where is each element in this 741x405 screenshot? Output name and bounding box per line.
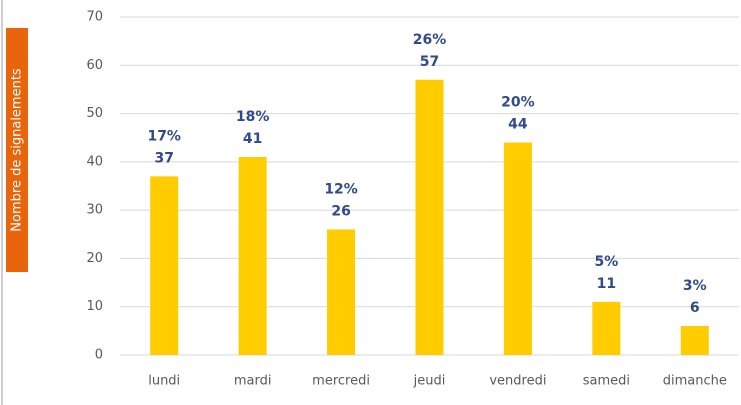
value-label: 41: [243, 131, 262, 147]
percent-label: 26%: [413, 32, 447, 48]
bar: [503, 142, 532, 355]
y-label-box: [6, 28, 28, 272]
percent-label: 20%: [501, 95, 535, 111]
percent-label: 3%: [683, 278, 707, 294]
value-label: 57: [420, 54, 439, 70]
y-tick-label: 0: [95, 348, 103, 363]
y-tick-label: 50: [86, 106, 103, 121]
x-tick-label: mardi: [234, 374, 272, 389]
y-tick-label: 60: [86, 58, 103, 73]
y-tick-label: 30: [86, 203, 103, 218]
y-axis-label: Nombre de signalements: [10, 68, 25, 232]
value-label: 44: [508, 117, 528, 133]
x-tick-label: vendredi: [489, 374, 546, 389]
value-label: 37: [154, 150, 173, 166]
value-label: 26: [331, 203, 350, 219]
y-tick-label: 20: [86, 251, 103, 266]
x-tick-label: mercredi: [312, 374, 370, 389]
y-tick-label: 40: [86, 154, 103, 169]
x-tick-label: dimanche: [663, 374, 727, 389]
bar: [415, 79, 444, 356]
y-tick-label: 10: [86, 299, 103, 314]
percent-label: 18%: [236, 109, 270, 125]
x-tick-label: lundi: [148, 374, 180, 389]
percent-label: 12%: [324, 181, 358, 197]
bar: [327, 229, 356, 355]
percent-label: 5%: [594, 254, 618, 270]
percent-label: 17%: [147, 128, 181, 144]
bar: [238, 157, 267, 355]
bar: [680, 326, 709, 355]
x-tick-label: samedi: [583, 374, 630, 389]
value-label: 11: [597, 276, 616, 292]
value-label: 6: [690, 300, 700, 316]
bar: [150, 176, 179, 355]
x-tick-label: jeudi: [413, 374, 446, 389]
bar: [592, 301, 621, 355]
y-tick-label: 70: [86, 10, 103, 25]
